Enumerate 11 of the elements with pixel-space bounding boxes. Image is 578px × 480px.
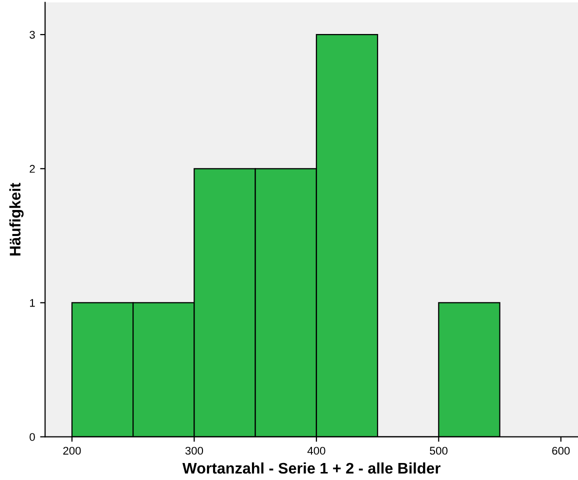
x-tick-label: 300 [185, 446, 204, 455]
y-tick-label: 2 [30, 164, 35, 173]
y-tick-label: 1 [30, 299, 35, 307]
x-axis-title: Wortanzahl - Serie 1 + 2 - alle Bilder [182, 462, 440, 474]
x-tick-label: 400 [307, 446, 326, 455]
y-axis-title: Häufigkeit [9, 182, 24, 256]
x-tick-label: 500 [430, 446, 448, 455]
x-tick-label: 600 [552, 446, 570, 455]
x-tick-label: 200 [63, 446, 81, 455]
y-tick-label: 3 [30, 30, 35, 39]
y-tick-label: 0 [30, 433, 35, 441]
